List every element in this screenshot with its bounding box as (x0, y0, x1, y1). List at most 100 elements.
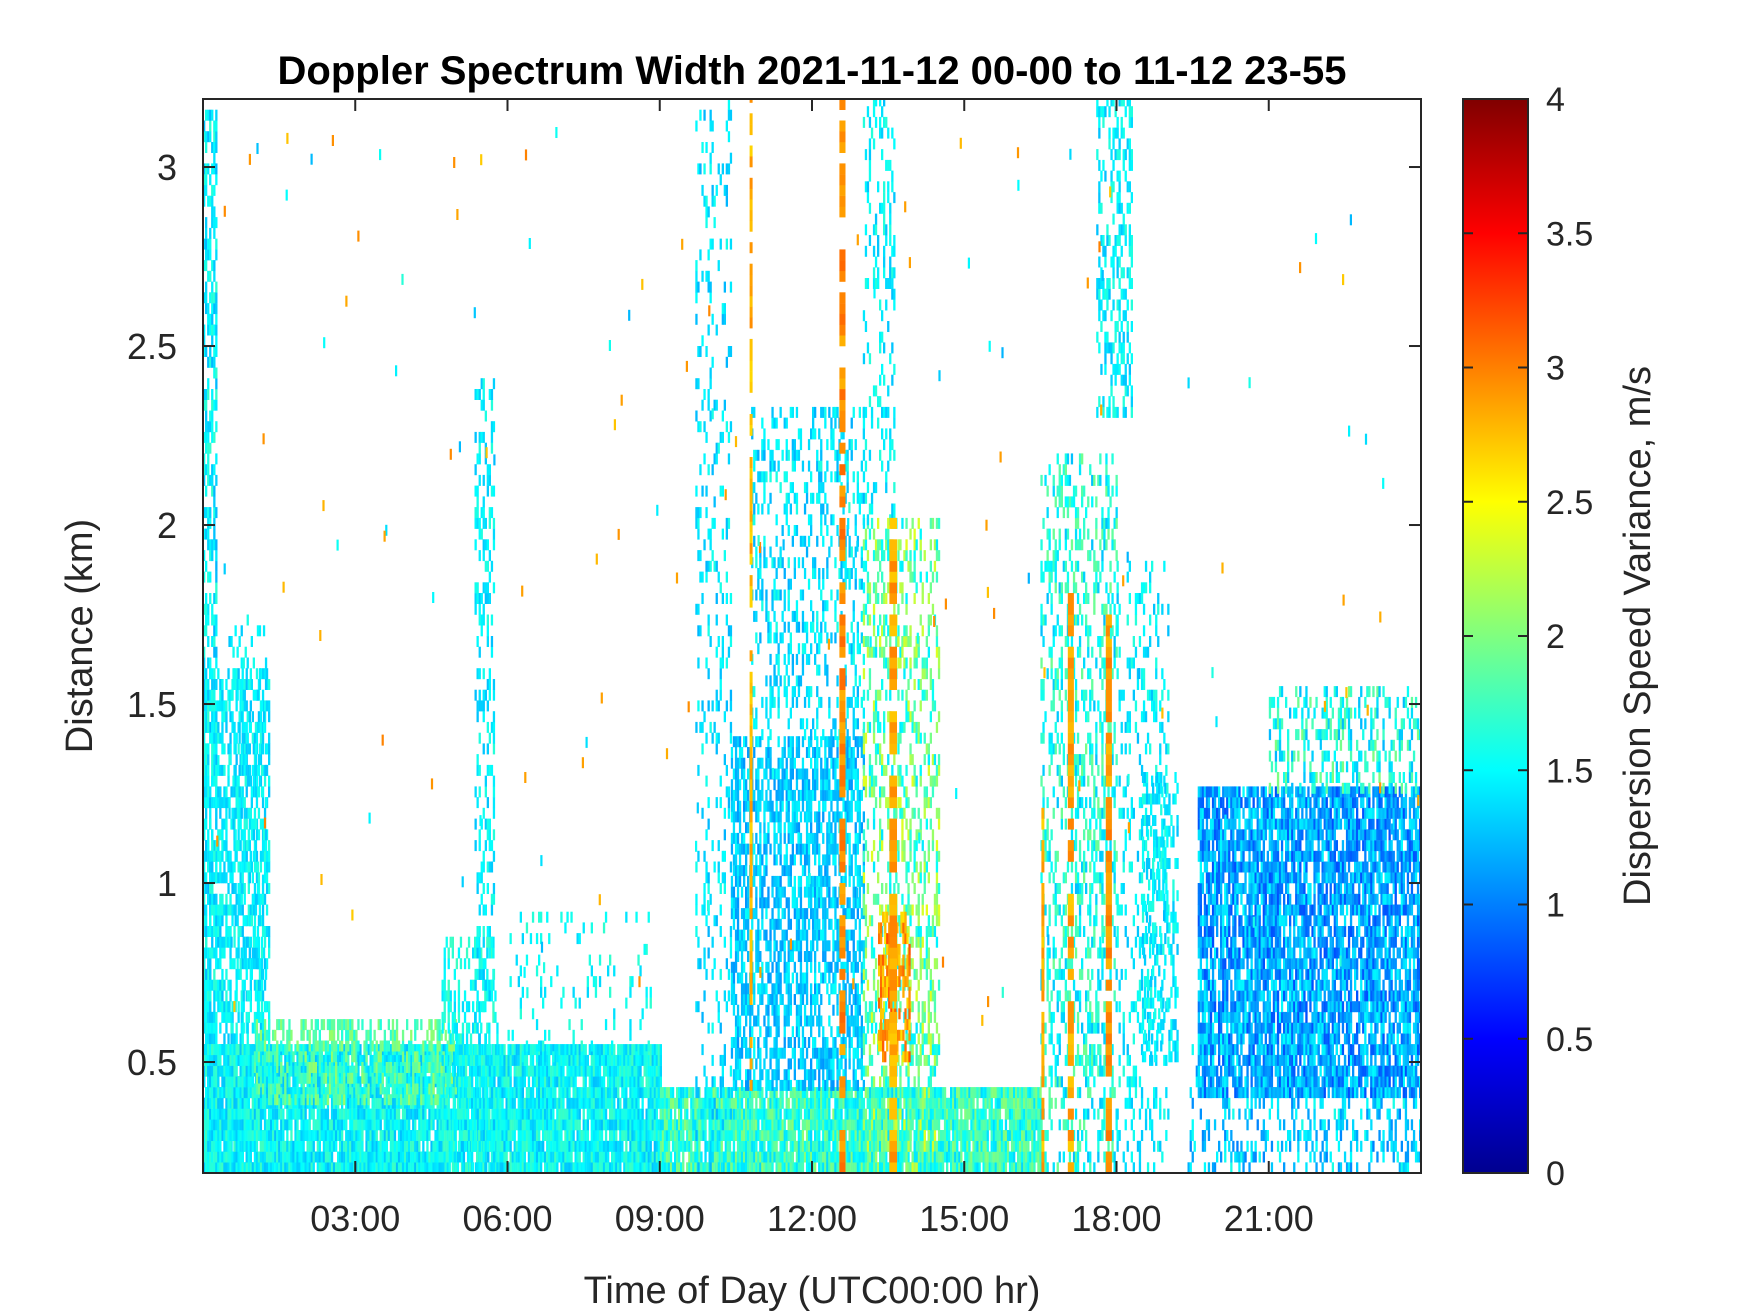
heatmap-cell (242, 657, 245, 669)
heatmap-cell (203, 1119, 206, 1131)
heatmap-cell (367, 1140, 370, 1152)
heatmap-cell (225, 1162, 228, 1173)
heatmap-cell (706, 1108, 709, 1120)
heatmap-cell (702, 1162, 705, 1173)
heatmap-cell (576, 1151, 579, 1163)
heatmap-cell (229, 732, 232, 744)
heatmap-cell (335, 1119, 338, 1131)
heatmap-cell (649, 1065, 652, 1077)
heatmap-cell (633, 1162, 636, 1173)
heatmap-cell (598, 1130, 602, 1141)
heatmap-cell (357, 1108, 360, 1120)
heatmap-cell (213, 1011, 216, 1023)
heatmap-cell (706, 1140, 709, 1152)
heatmap-cell (613, 1087, 616, 1099)
heatmap-cell (223, 872, 226, 884)
heatmap-cell (639, 1076, 642, 1088)
heatmap-cell (649, 1076, 652, 1088)
heatmap-cell (749, 1130, 752, 1141)
heatmap-cell (209, 732, 212, 744)
heatmap-cell (251, 1130, 254, 1141)
heatmap-cell (389, 1054, 393, 1066)
heatmap-cell (576, 1054, 579, 1066)
heatmap-cell (215, 850, 218, 862)
heatmap-cell (335, 1108, 338, 1120)
heatmap-cell (826, 1162, 829, 1173)
heatmap-cell (373, 1062, 376, 1073)
heatmap-cell (290, 1119, 293, 1131)
heatmap-cell (690, 1087, 693, 1099)
heatmap-cell (629, 1119, 632, 1131)
heatmap-cell (221, 1130, 224, 1141)
heatmap-cell (659, 1119, 663, 1131)
heatmap-cell (353, 1130, 356, 1141)
heatmap-cell (259, 1011, 263, 1023)
heatmap-cell (242, 990, 245, 1002)
heatmap-cell (657, 1087, 660, 1099)
heatmap-cell (217, 668, 220, 680)
heatmap-cell (209, 1087, 212, 1099)
heatmap-cell (432, 1108, 435, 1120)
heatmap-cell (554, 1044, 557, 1056)
heatmap-cell (215, 378, 218, 390)
heatmap-cell (221, 872, 224, 884)
heatmap-cell (203, 550, 206, 562)
heatmap-cell (529, 1119, 533, 1131)
heatmap-cell (621, 1140, 624, 1152)
heatmap-cell (373, 1108, 376, 1120)
heatmap-cell (357, 1040, 360, 1052)
heatmap-cell (265, 861, 269, 873)
heatmap-cell (533, 1044, 537, 1056)
heatmap-cell (546, 1065, 549, 1077)
heatmap-cell (292, 1051, 295, 1063)
heatmap-cell (296, 1151, 299, 1163)
heatmap-cell (773, 1151, 776, 1163)
heatmap-cell (231, 711, 234, 723)
heatmap-cell (655, 1151, 658, 1163)
heatmap-cell (594, 1130, 598, 1141)
heatmap-cell (355, 1151, 358, 1163)
heatmap-cell (339, 1162, 342, 1173)
heatmap-cell (255, 1108, 259, 1120)
heatmap-cell (438, 1040, 441, 1052)
heatmap-cell (659, 1097, 663, 1109)
heatmap-cell (489, 1076, 492, 1088)
heatmap-cell (511, 1044, 514, 1056)
heatmap-cell (247, 1044, 250, 1056)
heatmap-cell (387, 1094, 390, 1106)
heatmap-cell (546, 1044, 549, 1056)
heatmap-cell (576, 1140, 579, 1152)
heatmap-cell (698, 1119, 701, 1131)
heatmap-cell (820, 1108, 823, 1120)
heatmap-cell (215, 872, 218, 884)
heatmap-cell (270, 1065, 273, 1077)
heatmap-cell (580, 1162, 583, 1173)
heatmap-cell (227, 1162, 230, 1173)
heatmap-cell (219, 958, 222, 970)
heatmap-cell (241, 1119, 244, 1131)
heatmap-cell (657, 1130, 660, 1141)
heatmap-cell (227, 1011, 230, 1023)
heatmap-cell (505, 1054, 508, 1066)
heatmap-cell (406, 1108, 409, 1120)
heatmap-cell (473, 1087, 476, 1099)
heatmap-cell (682, 1162, 685, 1173)
heatmap-cell (332, 1019, 336, 1031)
heatmap-cell (207, 303, 210, 315)
heatmap-cell (258, 743, 262, 755)
heatmap-cell (540, 1140, 543, 1152)
heatmap-cell (304, 1072, 307, 1084)
heatmap-cell (816, 1108, 819, 1120)
heatmap-cell (657, 1076, 660, 1088)
heatmap-cell (517, 1162, 520, 1173)
heatmap-cell (698, 1097, 701, 1109)
heatmap-cell (799, 1151, 803, 1163)
heatmap-cell (377, 1119, 380, 1131)
heatmap-cell (732, 1130, 736, 1141)
heatmap-cell (259, 1130, 263, 1141)
heatmap-cell (560, 1162, 563, 1173)
heatmap-cell (318, 1108, 321, 1120)
heatmap-cell (613, 1119, 616, 1131)
heatmap-cell (249, 1151, 252, 1163)
heatmap-cell (255, 1040, 259, 1052)
